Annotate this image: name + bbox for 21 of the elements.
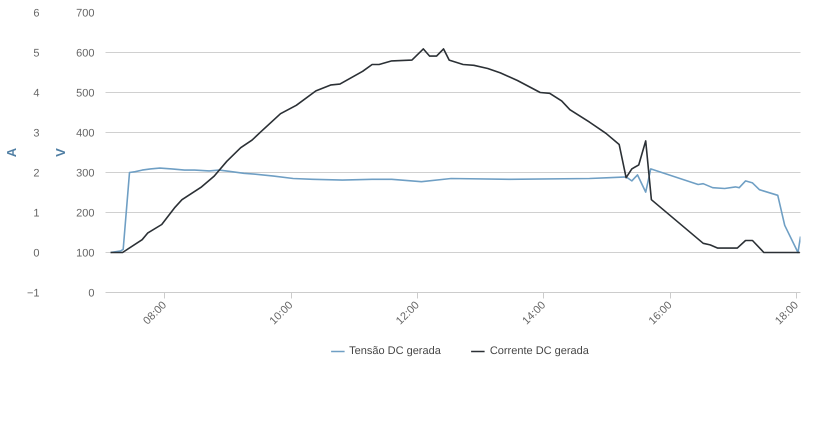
y-tick-label: 100 xyxy=(76,248,95,260)
y-tick-label: 300 xyxy=(76,168,95,180)
y-tick-label: 0 xyxy=(88,288,95,300)
y-tick-label: 500 xyxy=(76,88,95,100)
y-tick-label: 400 xyxy=(76,128,95,140)
y2-tick-label: 2 xyxy=(33,168,40,180)
y-tick-label: 600 xyxy=(76,48,95,60)
y-axis-title: V xyxy=(53,148,68,157)
y2-tick-label: 0 xyxy=(33,248,40,260)
y2-tick-label: 6 xyxy=(33,8,40,20)
line-series xyxy=(110,48,800,254)
y2-tick-label: 3 xyxy=(33,128,40,140)
legend-label: Tensão DC gerada xyxy=(349,345,441,357)
y-tick-label: 700 xyxy=(76,8,95,20)
y2-tick-label: −1 xyxy=(26,288,40,300)
y2-tick-label: 4 xyxy=(33,88,40,100)
y2-tick-label: 5 xyxy=(33,48,40,60)
y2-tick-label: 1 xyxy=(33,208,40,220)
legend-label: Corrente DC gerada xyxy=(490,345,589,357)
y-tick-label: 200 xyxy=(76,208,95,220)
y2-axis-title: A xyxy=(4,147,19,158)
